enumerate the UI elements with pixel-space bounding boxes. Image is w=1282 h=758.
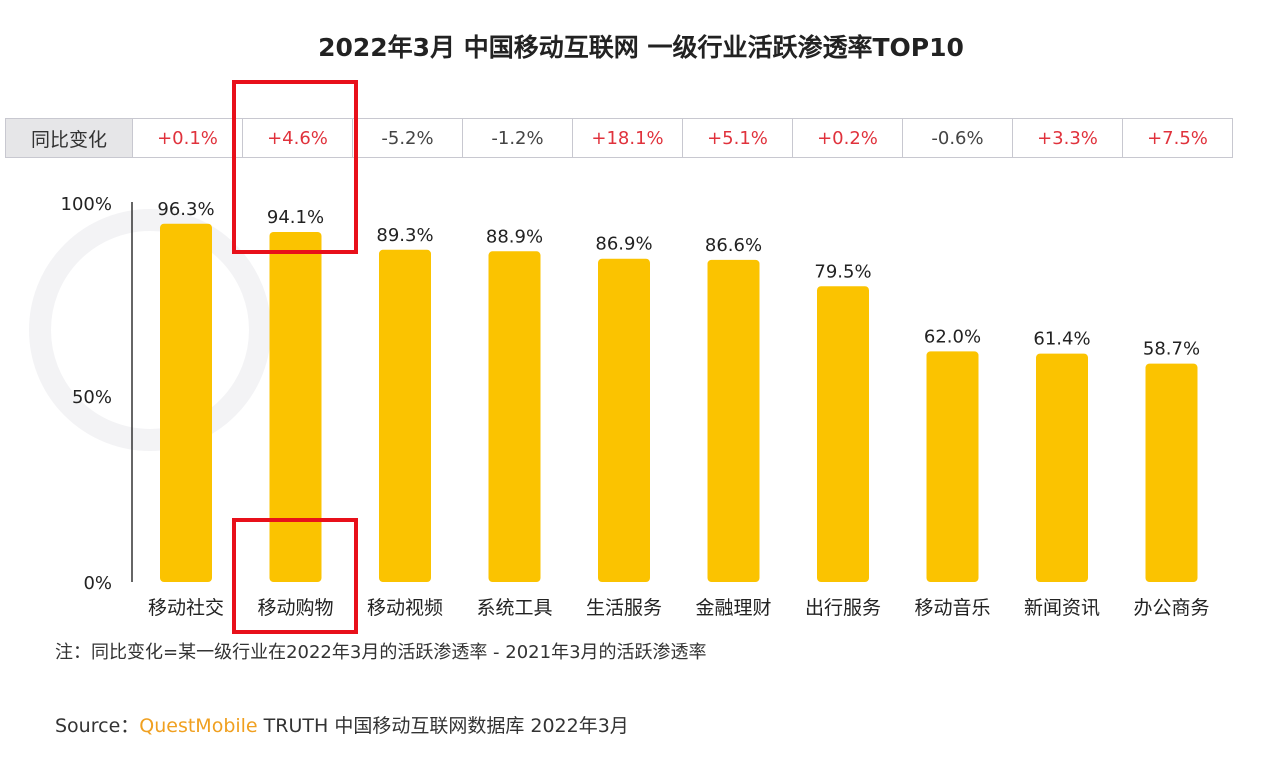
bar [269,231,322,582]
bar [926,351,979,582]
yoy-change-cell: -0.6% [903,118,1013,158]
bar-value-label: 96.3% [157,199,214,220]
bar [488,251,541,583]
bar [707,259,760,582]
y-tick-label: 0% [83,573,112,594]
x-tick-label: 出行服务 [805,597,881,619]
x-tick-label: 生活服务 [586,597,662,619]
bar [598,258,650,582]
bar [379,249,431,582]
yoy-change-cell: -1.2% [463,118,573,158]
x-tick-label: 办公商务 [1133,597,1209,619]
yoy-change-cell: +0.2% [793,118,903,158]
watermark-logo [29,209,271,451]
yoy-change-cell: +7.5% [1123,118,1233,158]
bar-value-label: 86.9% [595,234,652,255]
yoy-change-cell: +4.6% [243,118,353,158]
source-line: Source：QuestMobile TRUTH 中国移动互联网数据库 2022… [55,711,629,738]
yoy-change-cell: -5.2% [353,118,463,158]
yoy-label: 同比变化 [5,118,133,158]
yoy-change-row: 同比变化 +0.1% +4.6% -5.2% -1.2% +18.1% +5.1% +0.2… [5,118,1233,158]
bar-value-label: 86.6% [705,235,762,256]
source-prefix: Source： [55,715,140,737]
bar [817,286,869,582]
x-tick-label: 移动社交 [148,597,224,619]
x-tick-label: 移动视频 [367,597,443,619]
bar-value-label: 58.7% [1143,339,1200,360]
highlight-box-bottom [232,518,358,634]
bar [1145,363,1198,582]
y-tick-label: 50% [72,387,112,408]
highlight-box-top [232,80,358,254]
y-tick-label: 100% [61,194,112,215]
yoy-change-cell: +3.3% [1013,118,1123,158]
bar [1036,353,1088,582]
bar-value-label: 88.9% [486,226,543,247]
bar-value-label: 62.0% [924,326,981,347]
x-tick-label: 移动购物 [257,597,333,619]
bar [160,223,212,582]
x-tick-label: 金融理财 [695,597,771,619]
bar-value-label: 61.4% [1033,329,1090,350]
yoy-change-cell: +18.1% [573,118,683,158]
bar-value-label: 94.1% [267,207,324,228]
source-rest: TRUTH 中国移动互联网数据库 2022年3月 [257,715,629,737]
bar-value-label: 89.3% [376,225,433,246]
bar-value-label: 79.5% [814,261,871,282]
source-brand: QuestMobile [139,715,258,737]
chart-title: 2022年3月 中国移动互联网 一级行业活跃渗透率TOP10 [318,33,964,62]
yoy-change-cell: +0.1% [133,118,243,158]
x-tick-label: 移动音乐 [914,597,990,619]
yoy-change-cell: +5.1% [683,118,793,158]
x-tick-label: 系统工具 [476,597,552,619]
x-tick-label: 新闻资讯 [1024,597,1100,619]
footnote: 注：同比变化=某一级行业在2022年3月的活跃渗透率 - 2021年3月的活跃渗… [55,642,707,663]
